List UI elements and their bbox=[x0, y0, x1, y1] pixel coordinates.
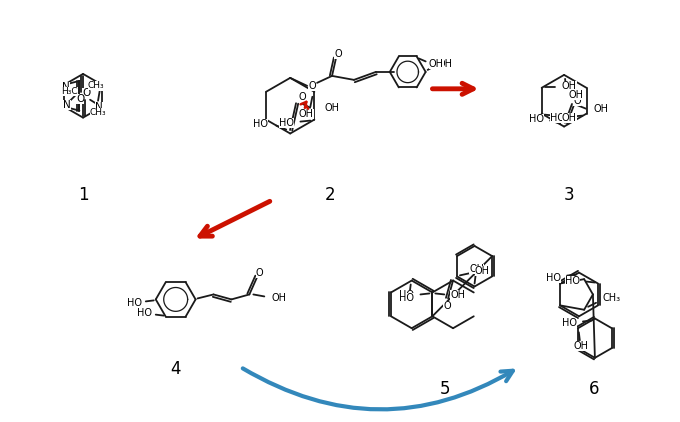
Text: N: N bbox=[62, 82, 70, 92]
Text: 4: 4 bbox=[171, 360, 181, 378]
Text: N: N bbox=[63, 100, 71, 110]
Text: O: O bbox=[443, 301, 451, 311]
Text: N: N bbox=[96, 81, 104, 91]
Text: HO: HO bbox=[399, 290, 415, 300]
Text: 5: 5 bbox=[439, 380, 450, 398]
Text: OH: OH bbox=[594, 104, 609, 114]
Text: OH: OH bbox=[562, 81, 577, 91]
Text: O: O bbox=[334, 49, 342, 59]
Text: OH: OH bbox=[450, 290, 465, 300]
Text: O: O bbox=[256, 268, 263, 278]
Text: OH: OH bbox=[438, 59, 453, 69]
Text: HO: HO bbox=[253, 119, 269, 129]
Text: 2: 2 bbox=[325, 186, 335, 204]
Text: HO: HO bbox=[279, 118, 294, 127]
Text: HO: HO bbox=[137, 308, 152, 318]
Text: OH: OH bbox=[271, 293, 286, 303]
Text: CH₃: CH₃ bbox=[88, 81, 105, 90]
Text: OH: OH bbox=[428, 60, 443, 69]
Text: O: O bbox=[573, 96, 581, 106]
Text: N: N bbox=[95, 102, 103, 112]
Text: HO: HO bbox=[546, 273, 561, 283]
Text: OH: OH bbox=[324, 103, 339, 113]
Text: O: O bbox=[308, 81, 316, 91]
Text: 3: 3 bbox=[564, 186, 575, 204]
Text: HO: HO bbox=[562, 319, 577, 328]
Text: HO: HO bbox=[529, 114, 544, 124]
Text: OH: OH bbox=[562, 113, 577, 123]
Text: O: O bbox=[76, 94, 84, 104]
Text: H₃C: H₃C bbox=[61, 87, 78, 96]
Text: HO: HO bbox=[126, 298, 142, 308]
Text: OH: OH bbox=[573, 341, 588, 351]
Text: HO: HO bbox=[565, 276, 580, 286]
Text: CH₃: CH₃ bbox=[90, 108, 106, 117]
Text: OH: OH bbox=[475, 266, 490, 276]
Text: OH: OH bbox=[299, 108, 314, 119]
Text: OH: OH bbox=[469, 264, 484, 273]
Text: O: O bbox=[299, 92, 306, 102]
Text: HO: HO bbox=[399, 293, 414, 303]
Text: 1: 1 bbox=[78, 186, 88, 204]
Text: HO: HO bbox=[549, 113, 564, 123]
Text: O: O bbox=[82, 88, 90, 98]
Text: CH₃: CH₃ bbox=[602, 293, 620, 303]
Text: OH: OH bbox=[568, 90, 583, 100]
Text: 6: 6 bbox=[589, 380, 599, 398]
